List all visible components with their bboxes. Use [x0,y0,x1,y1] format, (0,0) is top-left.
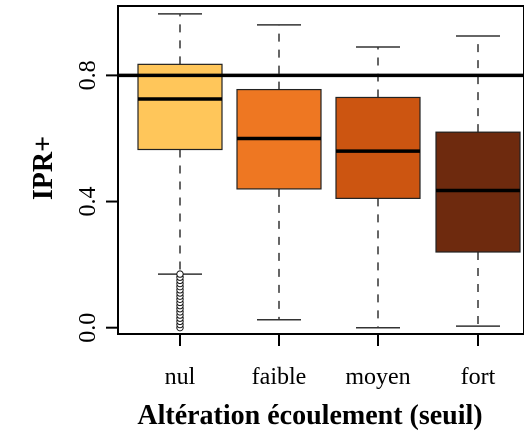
y-tick-label: 0.0 [75,313,101,343]
boxes-layer [137,13,521,332]
box-fort [435,35,521,327]
x-tick-label: fort [461,364,496,390]
plot-frame [117,5,524,335]
y-tick-label: 0.8 [75,60,101,90]
x-axis: nul faible moyen fort [165,334,496,390]
outlier-point [176,270,184,278]
box-moyen [335,46,421,329]
box-iqr [137,63,223,151]
y-tick-label: 0.4 [75,187,101,217]
box-faible [236,24,322,321]
y-axis-title: IPR+ [28,136,59,200]
x-tick-label: moyen [345,364,410,390]
x-axis-title: Altération écoulement (seuil) [137,400,482,431]
box-iqr [335,96,421,199]
y-axis: 0.0 0.4 0.8 [75,60,118,343]
x-tick-label: faible [252,364,307,390]
box-nul [137,13,223,332]
x-tick-label: nul [165,364,196,390]
